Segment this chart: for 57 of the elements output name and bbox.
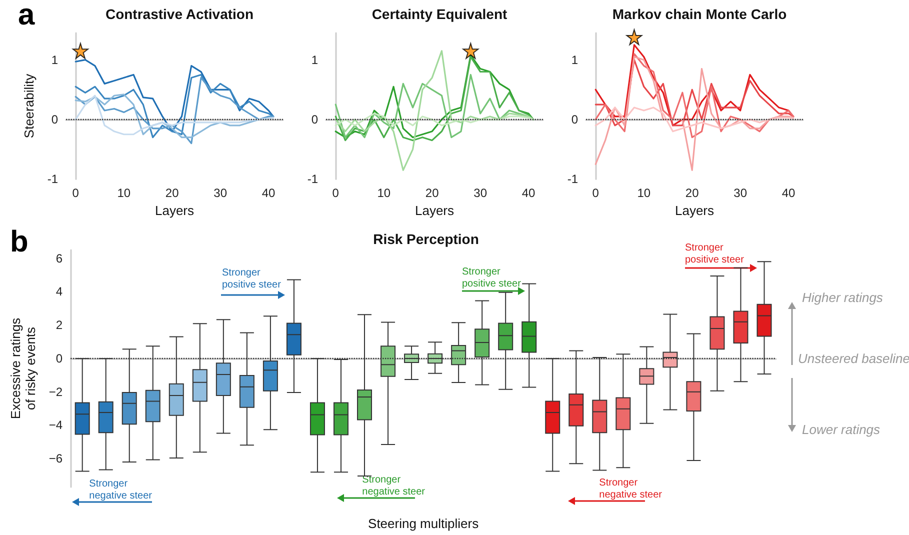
annotation: Stronger negative steer <box>599 478 663 500</box>
y-tick-label: -1 <box>307 172 318 186</box>
x-axis-title: Layers <box>674 203 715 218</box>
y-tick-label: 6 <box>56 251 63 266</box>
x-tick-label: 0 <box>72 186 80 200</box>
text: b <box>10 226 28 258</box>
y-tick-label: 0 <box>51 112 58 126</box>
y-tick-label: -1 <box>47 172 58 186</box>
x-tick-label: 40 <box>782 186 796 200</box>
text: Lower ratings <box>802 422 881 437</box>
y-tick-label: -1 <box>567 172 578 186</box>
line-series <box>334 50 534 171</box>
x-tick-label: 30 <box>214 186 228 200</box>
annotation: Stronger positive steer <box>222 268 282 290</box>
chart-title: Contrastive Activation <box>105 6 254 22</box>
x-tick-label: 20 <box>685 186 700 200</box>
chart-title: Certainty Equivalent <box>372 6 508 22</box>
chart-title: Risk Perception <box>373 231 479 247</box>
y-tick-label: −4 <box>48 418 63 432</box>
x-tick-label: 40 <box>522 186 536 200</box>
y-tick-label: 1 <box>51 52 58 67</box>
text: a <box>18 0 35 32</box>
x-tick-label: 20 <box>165 186 180 200</box>
y-tick-label: −2 <box>48 384 63 399</box>
x-tick-label: 30 <box>474 186 488 200</box>
y-tick-label: 1 <box>571 52 578 67</box>
x-tick-label: 10 <box>377 186 391 200</box>
line-series <box>594 59 794 126</box>
line-series <box>594 53 794 138</box>
x-tick-label: 20 <box>425 186 440 200</box>
annotation: Stronger positive steer <box>462 266 522 290</box>
y-axis-title: Steerability <box>21 73 36 138</box>
x-axis-title: Layers <box>154 203 195 218</box>
line-series <box>334 112 534 126</box>
x-tick-label: 10 <box>117 186 131 200</box>
y-tick-label: 2 <box>56 318 63 332</box>
y-tick-label: 0 <box>571 112 578 126</box>
y-tick-label: 1 <box>311 52 318 67</box>
y-tick-label: −6 <box>48 452 63 466</box>
annotation: Stronger positive steer <box>685 242 745 266</box>
y-tick-label: 4 <box>56 284 63 299</box>
annotation: Stronger negative steer <box>362 474 426 498</box>
chart-title: Markov chain Monte Carlo <box>612 6 787 22</box>
y-axis-title: Excessive ratings of risky events <box>8 317 38 420</box>
line-series <box>594 56 794 171</box>
x-axis-title: Layers <box>414 203 455 218</box>
annotation: Stronger negative steer <box>89 478 153 502</box>
y-tick-label: 0 <box>311 112 318 126</box>
text: Higher ratings <box>802 290 884 305</box>
x-tick-label: 0 <box>592 186 600 200</box>
x-axis-title: Steering multipliers <box>368 516 480 531</box>
x-tick-label: 0 <box>332 186 340 200</box>
x-tick-label: 30 <box>734 186 748 200</box>
x-tick-label: 10 <box>637 186 651 200</box>
x-tick-label: 40 <box>262 186 276 200</box>
line-series <box>594 106 794 132</box>
y-tick-label: 0 <box>56 351 63 366</box>
